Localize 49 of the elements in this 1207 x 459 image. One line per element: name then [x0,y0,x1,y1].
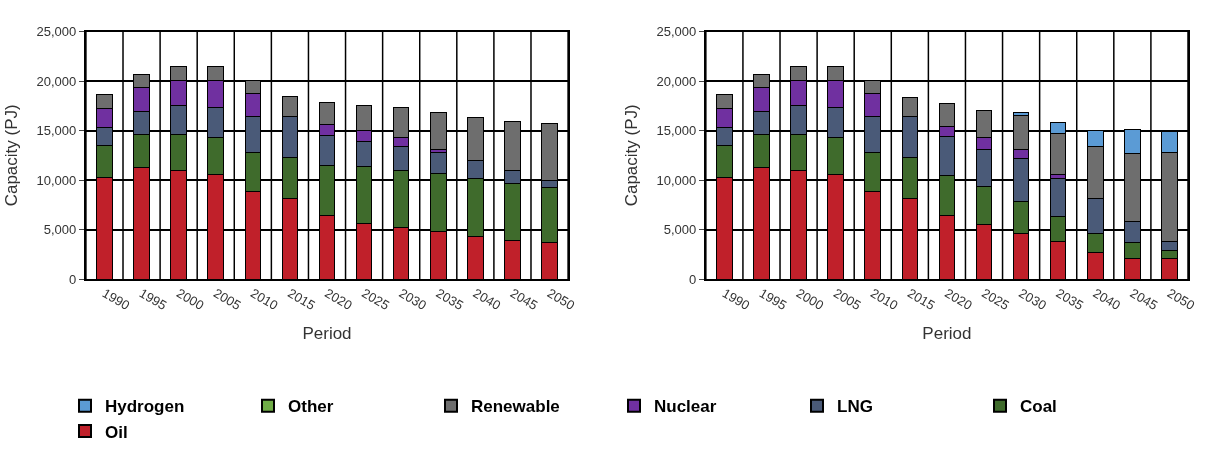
legend-label: Oil [105,422,128,442]
y-tick-label: 25,000 [656,24,697,40]
y-axis-title: Capacity (PJ) [1,104,21,207]
x-tick-label: 2040 [1090,285,1124,313]
x-tick-label: 2010 [248,285,281,313]
x-tick-label: 2030 [1016,285,1049,313]
y-tick-label: 25,000 [36,24,77,40]
legend-label: Coal [1020,397,1057,417]
x-tick-label: 2035 [1053,285,1086,313]
y-tick-label: 10,000 [656,172,697,188]
x-tick-label: 2000 [173,285,207,313]
x-tick-label: 2005 [210,285,244,313]
x-tick-label: 2000 [793,285,827,313]
y-tick-label: 10,000 [36,172,77,188]
x-tick-label: 2030 [396,285,429,313]
y-tick-label: 0 [69,271,77,287]
legend-label: Nuclear [654,397,717,417]
x-tick-label: 2035 [433,285,467,313]
y-axis-title: Capacity (PJ) [621,104,641,207]
y-tick-label: 5,000 [43,222,77,238]
x-tick-label: 2045 [507,285,541,313]
x-tick-label: 2025 [979,285,1012,313]
x-tick-label: 2050 [544,285,578,313]
x-tick-label: 2010 [867,285,901,313]
x-axis-title: Period [922,323,972,343]
x-tick-label: 2020 [942,285,975,313]
x-tick-label: 2020 [322,285,355,313]
x-tick-label: 2005 [830,285,864,313]
y-tick-label: 0 [689,271,697,287]
y-tick-label: 5,000 [663,222,697,238]
x-tick-label: 2050 [1164,285,1198,313]
x-tick-label: 2015 [285,285,318,313]
x-axis-title: Period [302,323,352,343]
x-tick-label: 2045 [1127,285,1161,313]
x-tick-label: 2025 [359,285,392,313]
x-tick-label: 1995 [756,285,790,313]
legend-label: Other [288,397,334,417]
legend-label: Hydrogen [105,397,185,417]
legend-label: Renewable [471,397,560,417]
x-tick-label: 1995 [136,285,170,313]
y-tick-label: 20,000 [656,73,697,89]
y-tick-label: 15,000 [656,123,697,139]
x-tick-label: 1990 [719,285,753,313]
legend-label: LNG [837,397,873,417]
x-tick-label: 1990 [99,285,133,313]
y-tick-label: 20,000 [36,73,77,89]
x-tick-label: 2040 [470,285,504,313]
x-tick-label: 2015 [905,285,938,313]
y-tick-label: 15,000 [36,123,77,139]
